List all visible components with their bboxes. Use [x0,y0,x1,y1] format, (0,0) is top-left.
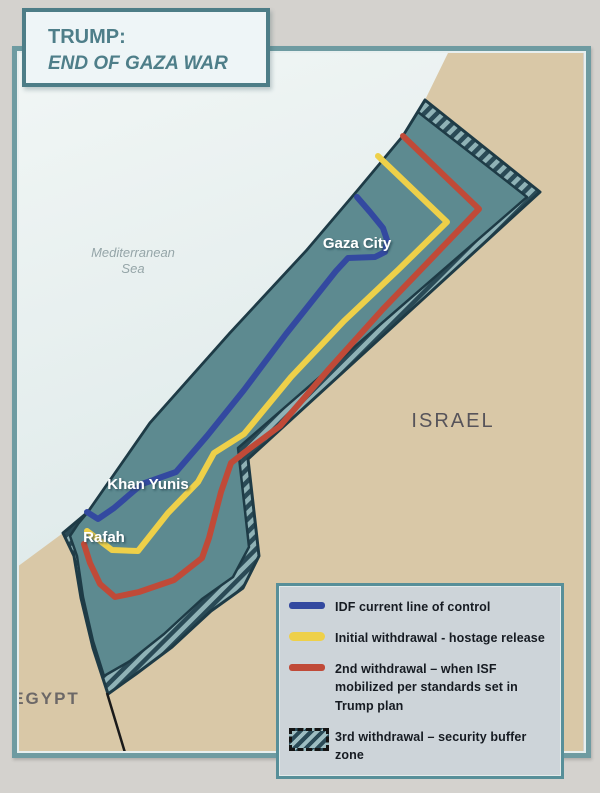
sea-region [17,53,448,567]
legend-item-second-withdrawal: 2nd withdrawal – when ISF mobilized per … [289,660,553,714]
legend: IDF current line of control Initial with… [276,583,564,779]
legend-label: IDF current line of control [335,600,491,614]
initial-withdrawal-line [84,153,450,554]
label-mediterranean-sea-2: Sea [121,261,144,276]
label-israel: ISRAEL [411,410,494,432]
label-egypt: EGYPT [12,689,80,708]
label-khan-yunis: Khan Yunis [107,476,188,493]
legend-label: 2nd withdrawal – when ISF mobilized per … [335,662,518,713]
legend-item-third-withdrawal: 3rd withdrawal – security buffer zone [289,727,553,764]
initial-withdrawal-swatch-icon [289,632,325,642]
legend-label: 3rd withdrawal – security buffer zone [335,729,527,762]
label-gaza-city: Gaza City [323,235,392,252]
title-line1: TRUMP: [48,26,126,48]
idf-control-line [84,194,390,522]
buffer-zone-swatch-icon [289,727,329,751]
legend-label: Initial withdrawal - hostage release [335,631,545,646]
idf-line-swatch-icon [289,602,325,609]
title-line2: END OF GAZA WAR [48,53,228,74]
second-withdrawal-line [81,133,482,600]
second-withdrawal-swatch-icon [289,664,325,672]
title-box: TRUMP: END OF GAZA WAR [22,8,270,87]
legend-item-idf: IDF current line of control [289,598,553,616]
label-mediterranean-sea: Mediterranean [91,245,175,260]
legend-item-initial-withdrawal: Initial withdrawal - hostage release [289,629,553,647]
egypt-israel-border-line [105,692,127,753]
label-rafah: Rafah [83,529,125,546]
